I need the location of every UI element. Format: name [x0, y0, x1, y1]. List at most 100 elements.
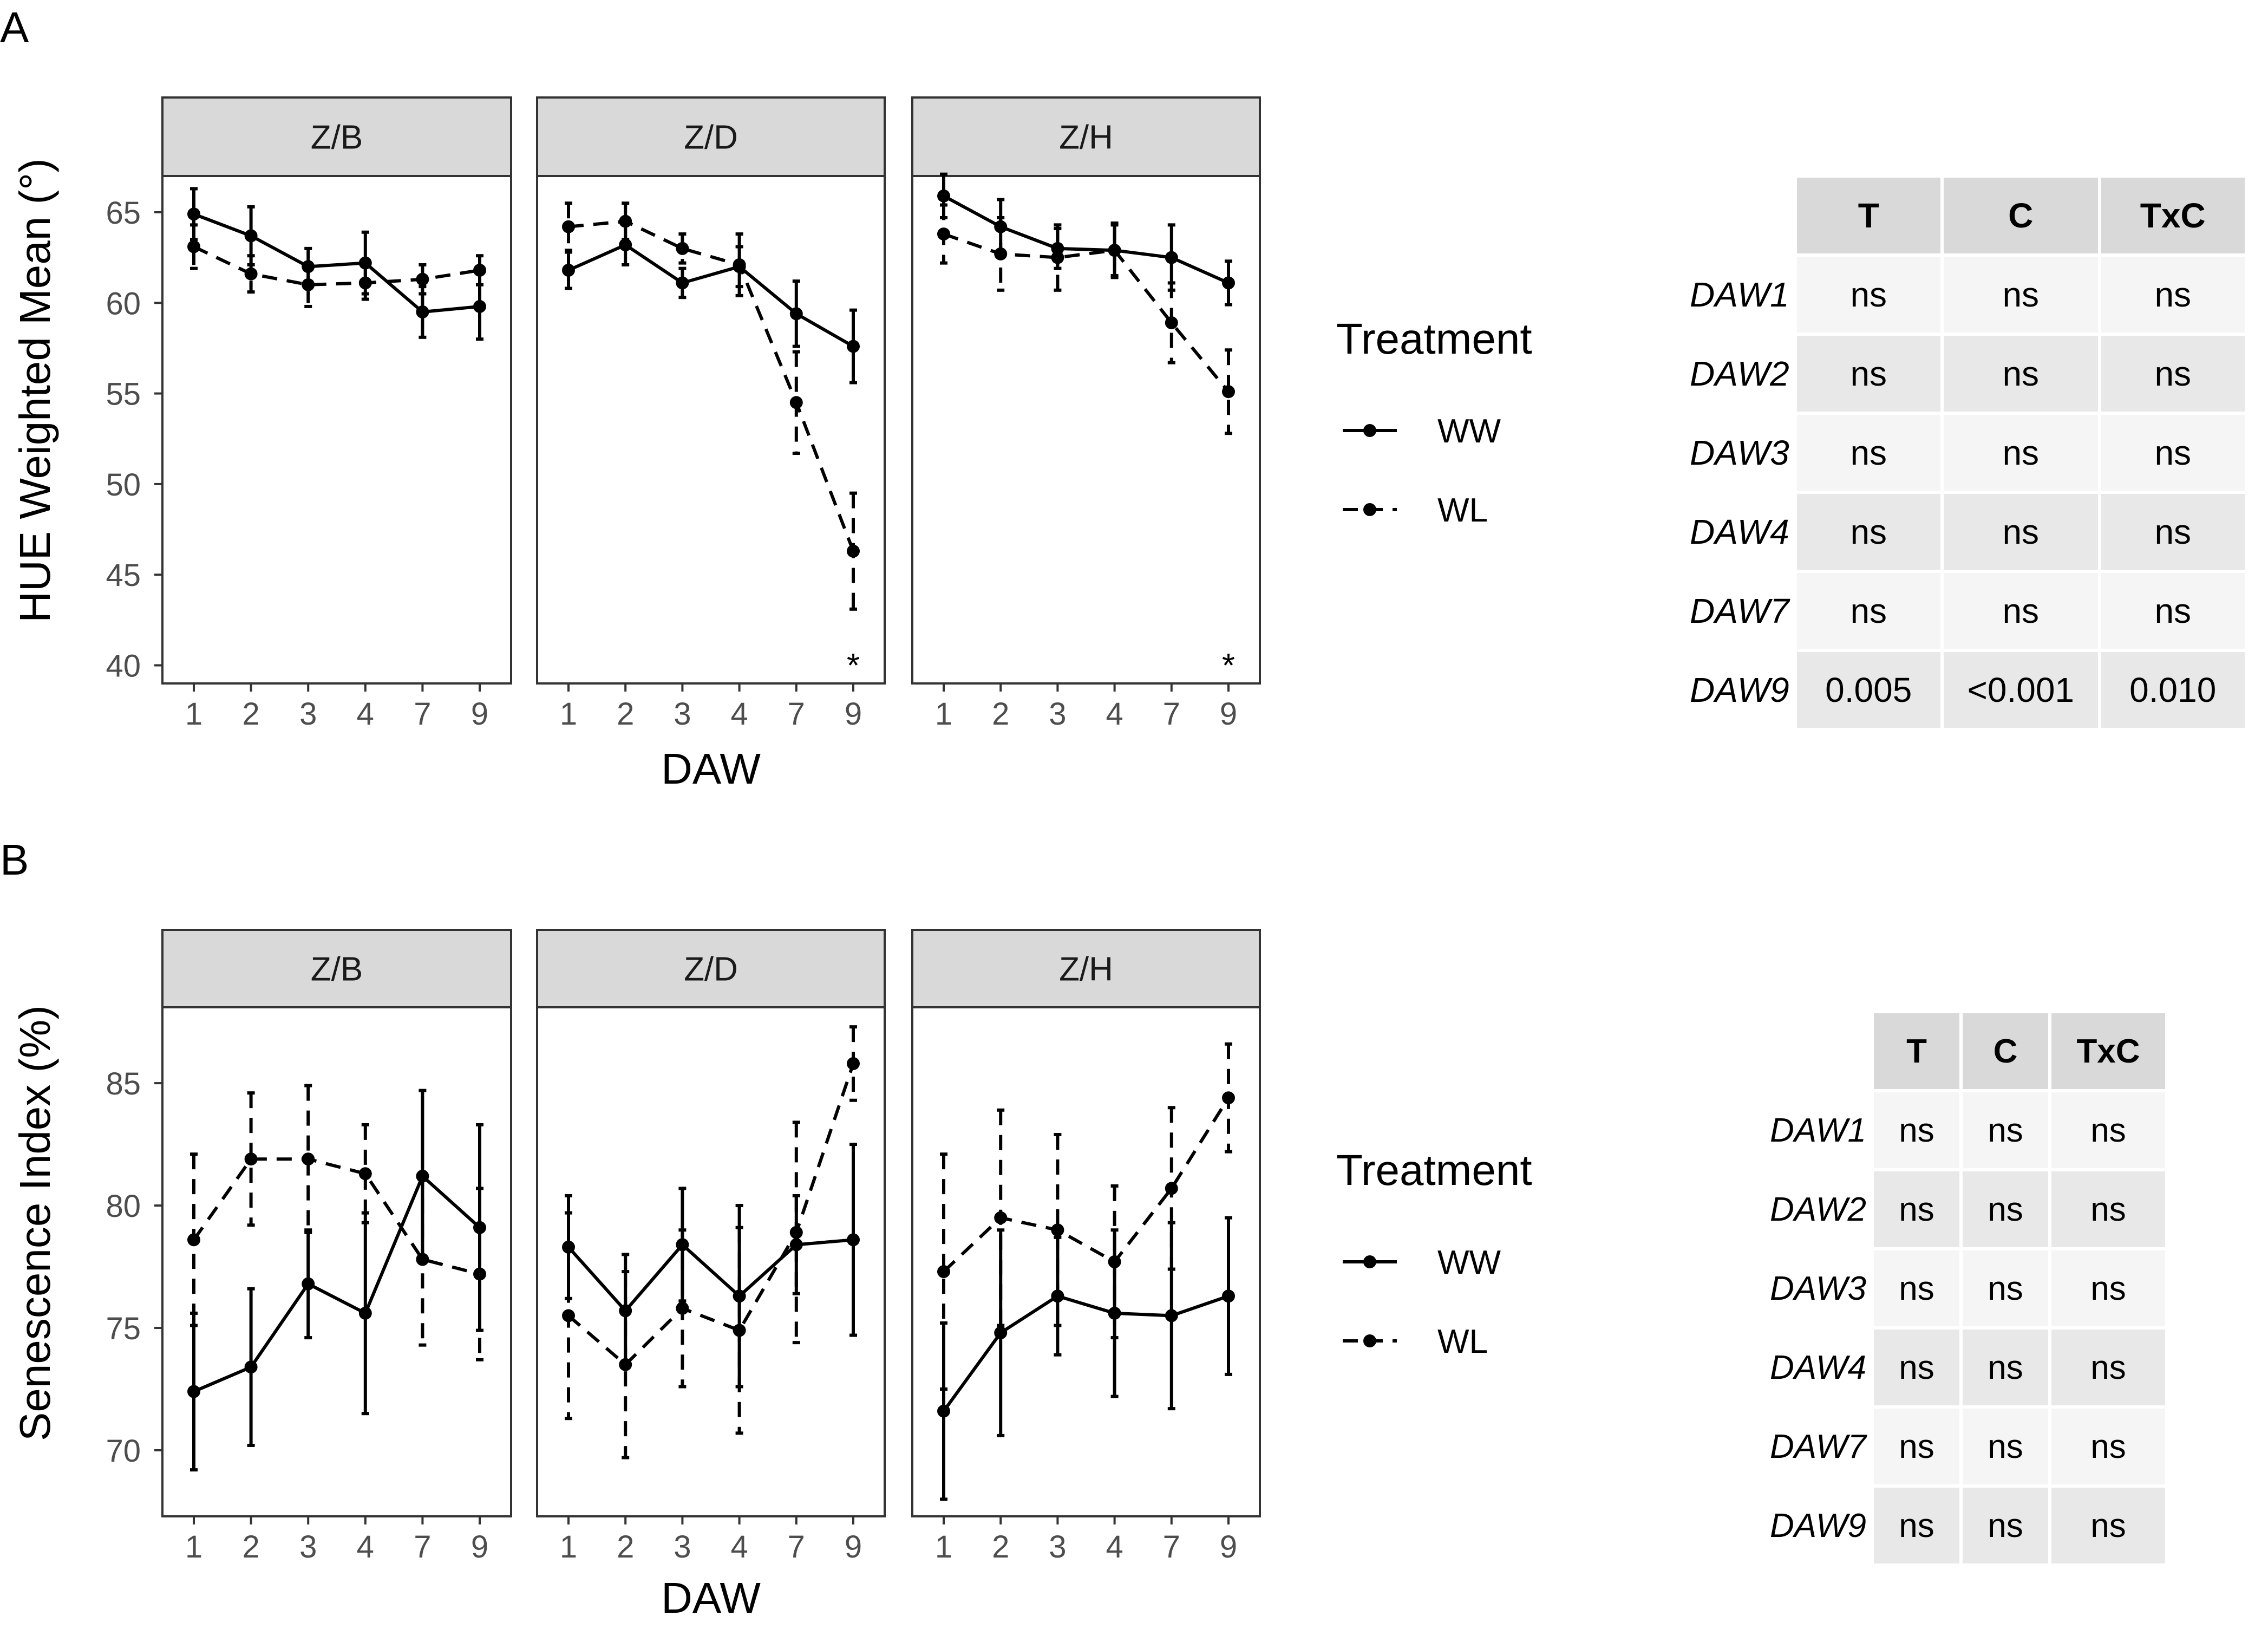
series-wl	[187, 1084, 486, 1361]
data-point	[1222, 276, 1235, 290]
table-row: DAW1 ns ns ns	[1690, 257, 2245, 333]
data-point	[416, 1253, 429, 1266]
y-tick-label: 50	[106, 467, 141, 503]
table-row: DAW2 ns ns ns	[1690, 336, 2245, 412]
significance-marker: *	[1222, 647, 1235, 685]
table-cell: ns	[2101, 415, 2245, 491]
y-tick-label: 70	[106, 1433, 141, 1469]
table-cell: ns	[1874, 1171, 1960, 1247]
data-point	[358, 276, 372, 290]
y-tick-label: 60	[106, 286, 141, 321]
table-row-label: DAW9	[1770, 1507, 1867, 1545]
data-point	[244, 1152, 258, 1166]
panel-b-label: B	[0, 836, 29, 884]
legend: Treatment WW WL	[1336, 1146, 1532, 1360]
table-row: DAW7 ns ns ns	[1690, 573, 2245, 649]
y-tick-label: 55	[106, 377, 141, 412]
data-point	[1051, 1223, 1064, 1237]
table-cell: ns	[2051, 1330, 2166, 1405]
data-point	[1165, 251, 1178, 264]
data-point	[937, 1265, 950, 1279]
data-point	[1108, 244, 1121, 257]
data-point	[1051, 242, 1064, 255]
data-point	[302, 278, 315, 291]
series-line	[193, 212, 480, 314]
facet-panel	[161, 1006, 512, 1517]
legend-key-point	[1363, 503, 1376, 516]
chart-hue-weighted-mean: HUE Weighted Mean (°) 40 45 50 55 60 65 Z/B 1 2 3 4…	[11, 96, 1532, 793]
table-corner	[1770, 1013, 1871, 1089]
x-tick-label: 9	[471, 696, 488, 732]
facet-zh: Z/H 1 2 3 4 7 9	[911, 929, 1261, 1565]
data-point	[187, 1385, 200, 1398]
table-cell: ns	[2051, 1409, 2166, 1484]
facet-strip	[536, 96, 886, 177]
table-cell: ns	[1874, 1409, 1960, 1484]
facet-strip	[161, 96, 512, 177]
panel-a-label: A	[0, 3, 29, 51]
series-wl	[562, 1025, 860, 1459]
data-point	[676, 1301, 689, 1315]
facet-strip	[161, 929, 512, 1008]
legend-key-point	[1363, 424, 1376, 437]
x-tick-label: 7	[1163, 696, 1180, 732]
facet-zd: Z/D 1 2 3 4 7 9	[536, 929, 886, 1565]
y-axis-title: Senescence Index (%)	[11, 1005, 59, 1441]
data-point	[1051, 251, 1064, 264]
facet-panel	[911, 1006, 1261, 1517]
data-point	[187, 240, 200, 253]
x-tick-label: 3	[674, 1529, 691, 1565]
data-point	[1165, 316, 1178, 330]
data-point	[619, 214, 632, 228]
table-corner	[1690, 178, 1794, 253]
data-point	[789, 1226, 803, 1239]
data-point	[1222, 1091, 1235, 1105]
table-cell: ns	[1943, 336, 2098, 412]
data-point	[789, 307, 803, 321]
table-row-label: DAW7	[1770, 1428, 1867, 1465]
facet-panel	[536, 175, 886, 685]
table-header-row: T C TxC	[1770, 1013, 2166, 1089]
data-point	[1222, 385, 1235, 399]
table-cell: ns	[2051, 1488, 2166, 1563]
facet-panel	[536, 1006, 886, 1517]
table-cell: ns	[1874, 1092, 1960, 1168]
x-tick-label: 4	[730, 1529, 748, 1565]
data-point	[619, 238, 632, 252]
x-tick-label: 7	[788, 696, 805, 732]
table-cell: ns	[2101, 336, 2245, 412]
data-point	[473, 264, 486, 277]
table-row-label: DAW2	[1690, 354, 1789, 393]
data-point	[473, 299, 486, 313]
table-row-label: DAW4	[1690, 512, 1789, 551]
data-point	[1165, 1309, 1178, 1322]
table-column-header: C	[1963, 1013, 2049, 1089]
legend-label: WL	[1437, 1323, 1488, 1360]
table-column-header: C	[1943, 178, 2098, 253]
series-line	[193, 245, 480, 286]
stats-table-hue: T C TxC DAW1 ns ns ns DAW2 ns ns ns DAW3 ns ns ns DAW4 n…	[1687, 174, 2248, 731]
x-tick-label: 1	[935, 1529, 952, 1565]
x-tick-label: 1	[185, 1529, 202, 1565]
data-point	[244, 229, 258, 243]
table-cell: ns	[2051, 1092, 2166, 1168]
x-tick-label: 4	[1106, 1529, 1123, 1565]
data-point	[302, 1277, 315, 1291]
y-tick-label: 65	[106, 196, 141, 231]
series-line	[943, 194, 1230, 285]
facet-zb: Z/B 1 2 3 4 7 9	[161, 96, 512, 732]
data-point	[187, 1233, 200, 1247]
table-row: DAW9 ns ns ns	[1770, 1488, 2166, 1563]
table-row: DAW1 ns ns ns	[1770, 1092, 2166, 1168]
data-point	[1108, 1255, 1121, 1268]
series-ww	[187, 1089, 486, 1472]
table-row: DAW4 ns ns ns	[1770, 1330, 2166, 1405]
facet-strip	[536, 929, 886, 1008]
data-point	[937, 227, 950, 241]
legend: Treatment WW WL	[1336, 315, 1532, 529]
data-point	[562, 264, 575, 277]
significance-marker: *	[847, 647, 860, 685]
x-tick-label: 2	[617, 696, 634, 732]
y-tick-label: 40	[106, 649, 141, 684]
